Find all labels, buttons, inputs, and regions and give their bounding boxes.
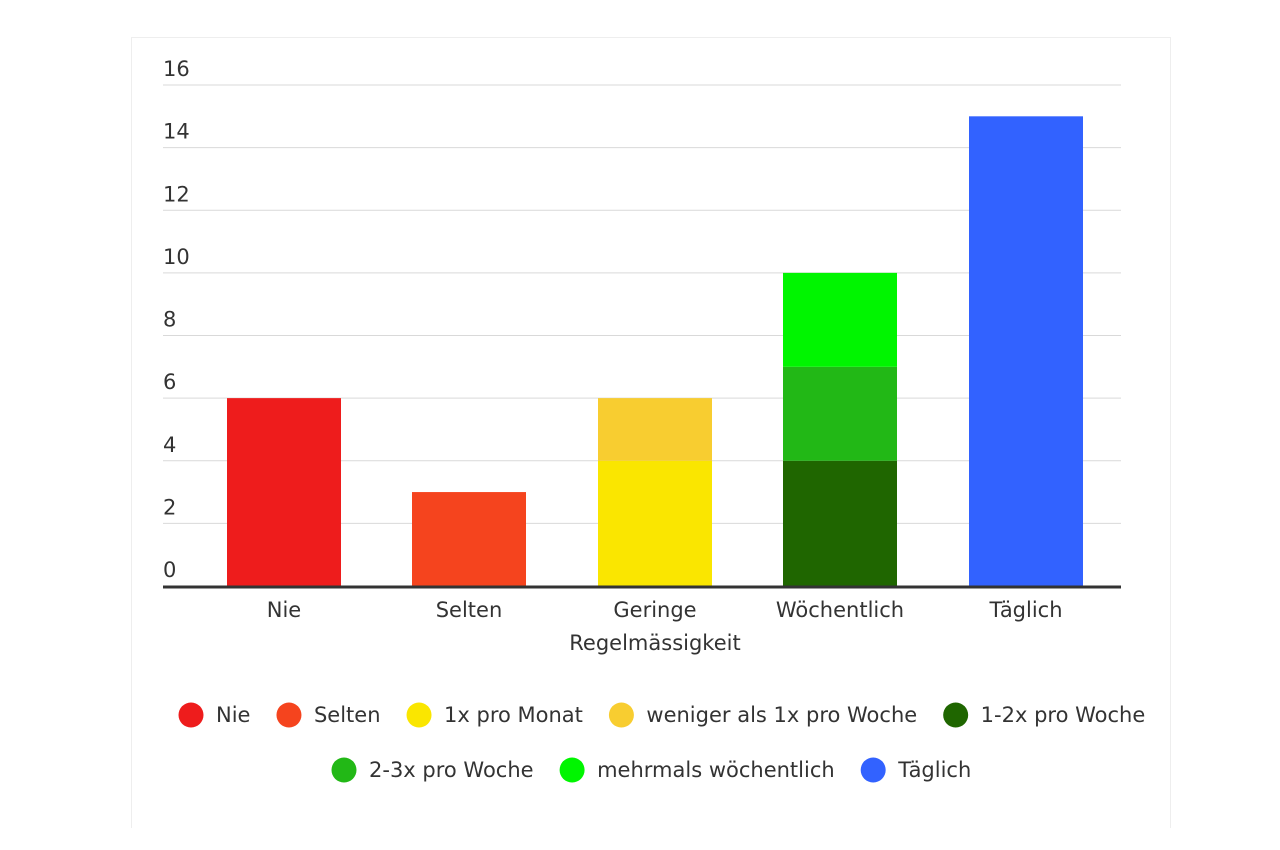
legend-swatch xyxy=(178,702,204,728)
y-tick-label: 10 xyxy=(163,245,190,269)
x-axis-labels: Nie Selten Geringe Regelmässigkeit Wöchentli… xyxy=(267,598,1063,655)
x-tick-label: Regelmässigkeit xyxy=(569,631,740,655)
bar-segment xyxy=(227,398,341,586)
bar-segment xyxy=(598,460,712,586)
y-tick-label: 14 xyxy=(163,120,190,144)
x-tick-label: Selten xyxy=(436,598,503,622)
legend-label: 1-2x pro Woche xyxy=(981,703,1146,727)
legend-swatch xyxy=(406,702,432,728)
legend-swatch xyxy=(608,702,634,728)
legend-label: Nie xyxy=(216,703,250,727)
legend-label: 1x pro Monat xyxy=(444,703,583,727)
bar-segment xyxy=(783,272,897,367)
x-tick-label: Geringe xyxy=(613,598,696,622)
y-tick-label: 4 xyxy=(163,433,176,457)
bars xyxy=(227,116,1083,586)
stacked-bar-chart: 0 2 4 6 8 10 12 14 16 Nie Selten Geringe Regelmässi… xyxy=(163,57,1146,783)
bar-segment xyxy=(783,366,897,461)
legend-label: 2-3x pro Woche xyxy=(369,758,534,782)
legend-swatch xyxy=(331,757,357,783)
legend-label: Selten xyxy=(314,703,381,727)
y-axis-ticks: 0 2 4 6 8 10 12 14 16 xyxy=(163,57,190,582)
bar-segment xyxy=(598,398,712,461)
x-tick-label: Wöchentlich xyxy=(776,598,904,622)
bar-segment xyxy=(412,492,526,586)
y-tick-label: 2 xyxy=(163,495,176,519)
x-tick-label: Nie xyxy=(267,598,301,622)
x-tick-label: Täglich xyxy=(988,598,1062,622)
legend-swatch xyxy=(943,702,969,728)
legend-swatch xyxy=(860,757,886,783)
legend-swatch xyxy=(276,702,302,728)
y-tick-label: 6 xyxy=(163,370,176,394)
y-tick-label: 16 xyxy=(163,57,190,81)
y-tick-label: 0 xyxy=(163,558,176,582)
legend: Nie Selten 1x pro Monat weniger als 1x pro … xyxy=(178,702,1146,783)
legend-label: mehrmals wöchentlich xyxy=(597,758,835,782)
legend-label: Täglich xyxy=(897,758,971,782)
bar-segment xyxy=(969,116,1083,586)
bar-segment xyxy=(783,460,897,586)
legend-label: weniger als 1x pro Woche xyxy=(646,703,917,727)
chart-card: 0 2 4 6 8 10 12 14 16 Nie Selten Geringe Regelmässi… xyxy=(131,37,1171,828)
legend-swatch xyxy=(559,757,585,783)
y-tick-label: 12 xyxy=(163,182,190,206)
y-tick-label: 8 xyxy=(163,308,176,332)
